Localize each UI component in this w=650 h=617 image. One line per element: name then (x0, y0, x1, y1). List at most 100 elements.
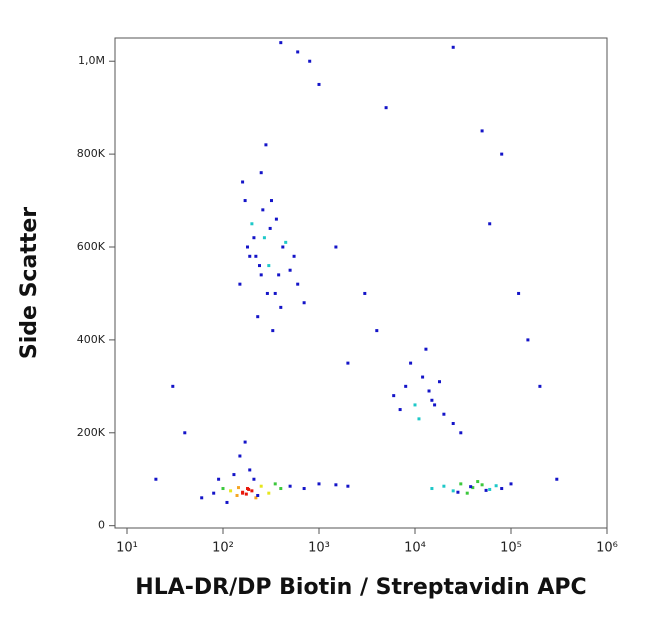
event-dot (456, 490, 460, 494)
event-dot (264, 143, 268, 147)
event-dot (277, 273, 281, 277)
event-dot (284, 240, 288, 244)
x-tick-label: 10¹ (116, 541, 138, 556)
event-dot (404, 384, 408, 388)
event-dot (225, 500, 229, 504)
event-dot (256, 493, 260, 497)
event-dot (302, 487, 306, 491)
event-dot (212, 491, 216, 495)
y-tick-label: 600K (77, 240, 106, 253)
event-dot (346, 361, 350, 365)
event-dot (430, 398, 434, 402)
event-dot (430, 487, 434, 491)
event-dot (238, 454, 242, 458)
x-tick-label: 10² (212, 541, 234, 556)
event-dot (247, 487, 251, 491)
event-dot (302, 301, 306, 305)
event-dot (259, 273, 263, 277)
event-dot (526, 338, 530, 342)
event-dot (296, 50, 300, 54)
event-dot (488, 222, 492, 226)
event-dot (288, 484, 292, 488)
event-dot (254, 254, 258, 258)
y-axis-title: Side Scatter (17, 207, 42, 359)
event-dot (296, 282, 300, 286)
event-dot (274, 217, 278, 221)
event-dot (413, 403, 417, 407)
event-dot (200, 496, 204, 500)
event-dot (308, 59, 312, 63)
event-dot (459, 482, 463, 486)
event-dot (509, 482, 513, 486)
event-dot (279, 305, 283, 309)
event-dot (471, 486, 475, 490)
event-dot (279, 41, 283, 45)
event-dot (317, 482, 321, 486)
event-dot (267, 264, 271, 268)
event-dot (256, 315, 260, 319)
event-dot (484, 488, 488, 492)
event-dot (252, 477, 256, 481)
event-dot (334, 483, 338, 487)
event-dot (384, 106, 388, 110)
event-dot (465, 491, 469, 495)
event-dot (451, 489, 455, 493)
event-dot (217, 477, 221, 481)
event-dot (517, 291, 521, 295)
event-dot (248, 468, 252, 472)
event-dot (273, 482, 277, 486)
event-dot (221, 487, 225, 491)
event-dot (261, 208, 265, 212)
event-dot (346, 484, 350, 488)
event-dot (317, 82, 321, 86)
x-tick-label: 10⁴ (404, 541, 426, 556)
event-dot (417, 417, 421, 421)
event-dot (250, 489, 254, 493)
event-dot (555, 477, 559, 481)
event-dot (451, 45, 455, 49)
event-dot (500, 152, 504, 156)
event-dot (271, 329, 275, 333)
event-dot (480, 483, 484, 487)
x-tick-label: 10⁶ (596, 541, 618, 556)
event-dot (154, 477, 158, 481)
event-dot (238, 282, 242, 286)
event-dot (438, 380, 442, 384)
event-dot (229, 489, 233, 493)
event-dot (494, 484, 498, 488)
event-dot (292, 254, 296, 258)
event-dot (183, 431, 187, 435)
event-dot (232, 473, 236, 477)
event-dot (265, 291, 269, 295)
y-tick-label: 200K (77, 426, 106, 439)
event-dot (254, 496, 258, 500)
event-dot (392, 394, 396, 398)
plot-frame (114, 37, 608, 529)
event-dot (427, 389, 431, 393)
x-tick-label: 10⁵ (500, 541, 522, 556)
y-tick-label: 1,0M (78, 54, 105, 67)
event-dot (488, 487, 492, 491)
event-dot (538, 384, 542, 388)
event-dot (268, 226, 272, 230)
event-dot (259, 171, 263, 175)
event-dot (171, 384, 175, 388)
event-dot (244, 492, 248, 496)
event-dot (476, 480, 480, 484)
event-dot (375, 329, 379, 333)
event-dot (267, 491, 271, 495)
y-tick-label: 0 (98, 519, 105, 532)
event-dot (241, 490, 245, 494)
event-dot (262, 236, 266, 240)
event-dot (243, 199, 247, 203)
event-dot (243, 440, 247, 444)
event-dot (235, 493, 239, 497)
event-dot (241, 180, 245, 184)
event-dot (250, 222, 254, 226)
event-dot (480, 129, 484, 133)
event-dot (273, 291, 277, 295)
event-dot (246, 245, 250, 249)
event-dot (252, 236, 256, 240)
event-dot (398, 408, 402, 412)
event-dot (442, 484, 446, 488)
